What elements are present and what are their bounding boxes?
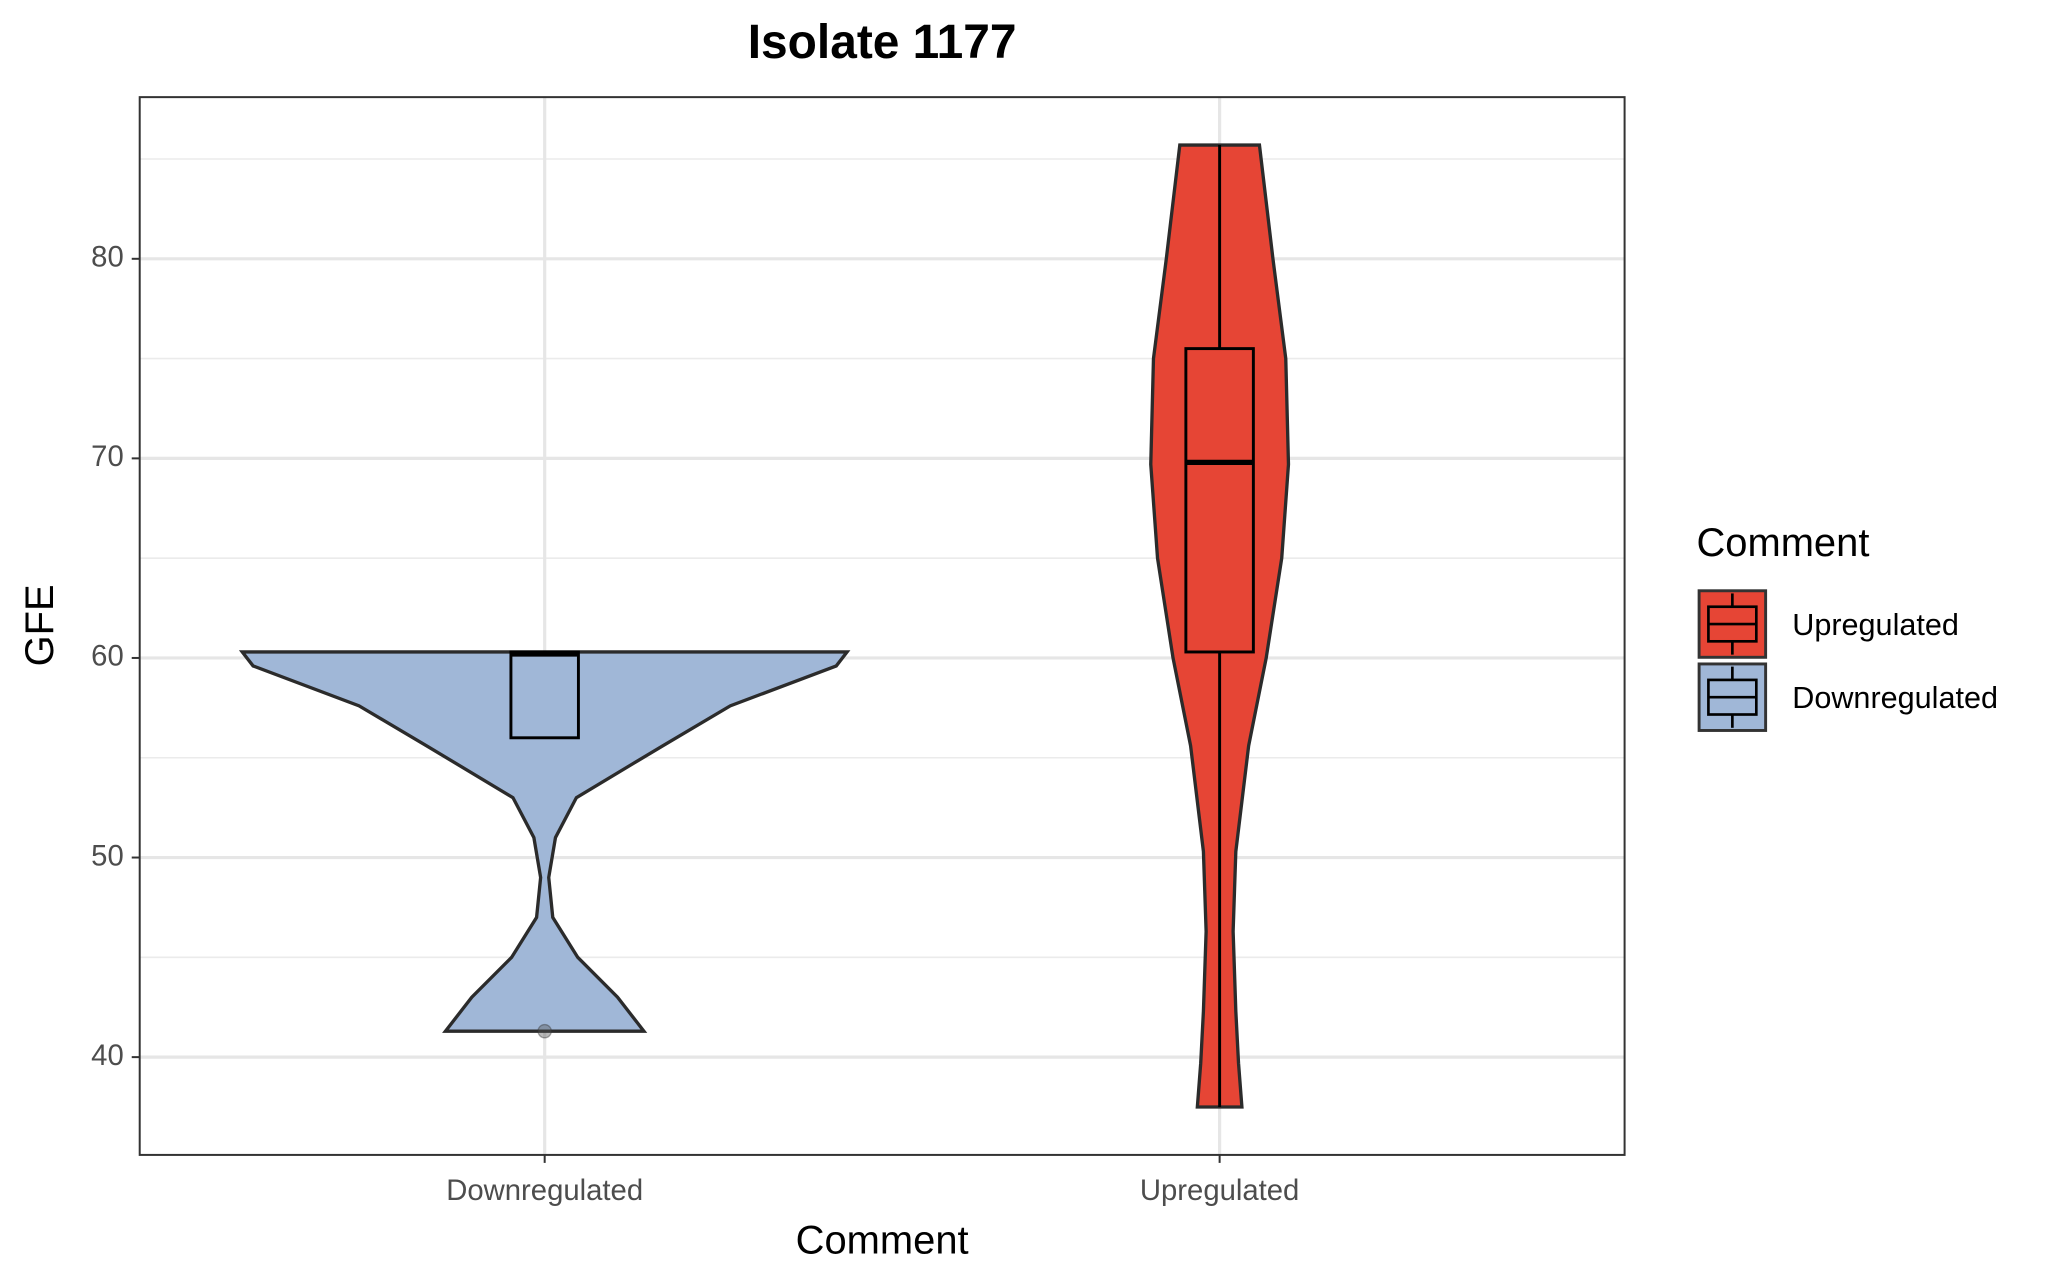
legend-label: Downregulated <box>1792 681 1998 715</box>
box <box>1184 347 1255 654</box>
y-tick-label: 50 <box>91 840 124 872</box>
y-tick-label: 40 <box>91 1040 124 1072</box>
y-tick-label: 70 <box>91 441 124 473</box>
outlier <box>537 1023 552 1039</box>
plot-border <box>138 96 1626 1156</box>
chart-title: Isolate 1177 <box>748 16 1017 69</box>
x-tick-label: Upregulated <box>1140 1175 1299 1207</box>
x-axis-title: Comment <box>796 1218 969 1262</box>
y-tick-label: 60 <box>91 641 124 673</box>
x-tick-label: Downregulated <box>446 1175 643 1207</box>
y-axis-title: GFE <box>18 584 62 666</box>
violin <box>238 650 851 1033</box>
box <box>509 650 580 740</box>
legend-label: Upregulated <box>1792 608 1959 642</box>
legend-title: Comment <box>1696 521 1869 565</box>
y-tick-label: 80 <box>91 242 124 274</box>
